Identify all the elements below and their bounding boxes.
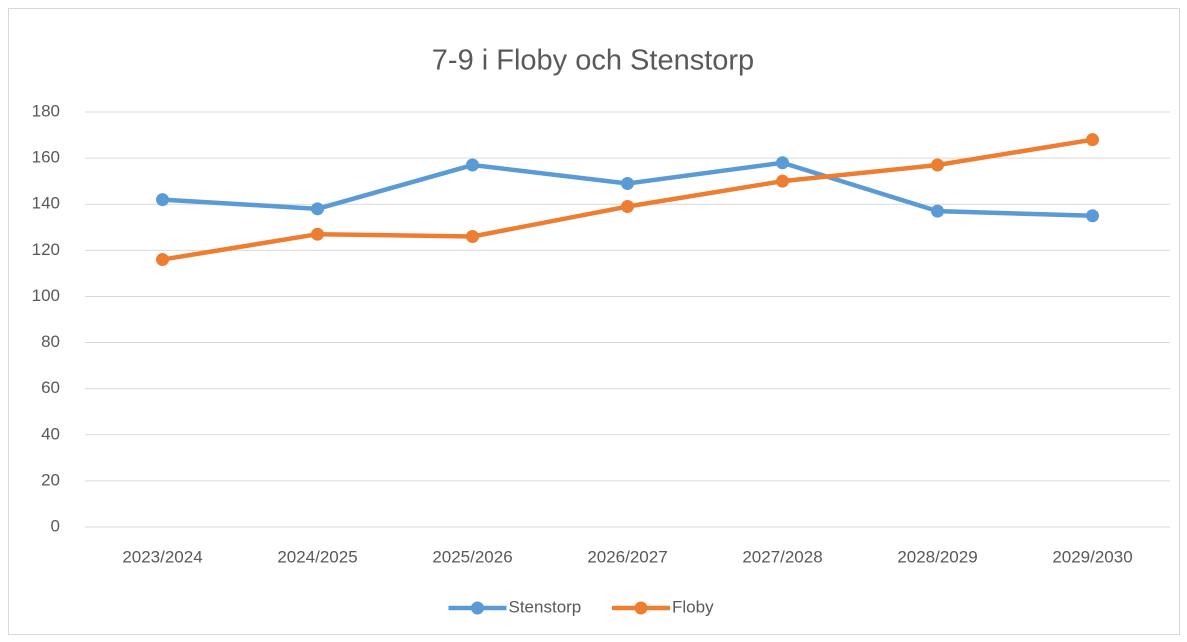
legend-marker [634, 601, 648, 615]
legend-label: Floby [672, 597, 714, 616]
y-tick-label: 0 [51, 516, 60, 535]
y-tick-label: 140 [32, 194, 60, 213]
data-point [776, 156, 789, 170]
y-tick-label: 120 [32, 240, 60, 259]
data-point [621, 176, 634, 190]
legend-label: Stenstorp [509, 597, 582, 616]
data-point [466, 230, 479, 243]
x-tick-label: 2028/2029 [897, 547, 977, 566]
data-point [156, 253, 169, 267]
legend-marker [471, 601, 484, 615]
y-tick-label: 60 [41, 378, 60, 397]
x-tick-label: 2026/2027 [587, 547, 667, 566]
x-tick-label: 2029/2030 [1052, 547, 1132, 566]
y-tick-label: 100 [32, 286, 60, 305]
y-tick-label: 160 [32, 148, 60, 167]
data-point [311, 227, 324, 241]
chart-frame [8, 8, 1180, 635]
x-tick-label: 2025/2026 [432, 547, 512, 566]
x-tick-label: 2023/2024 [122, 547, 202, 566]
y-tick-label: 180 [32, 101, 60, 120]
chart-title: 7-9 i Floby och Stenstorp [432, 45, 754, 77]
data-point [1086, 209, 1099, 223]
y-tick-label: 20 [41, 470, 60, 489]
data-point [156, 193, 169, 207]
data-point [776, 174, 789, 188]
x-tick-label: 2027/2028 [742, 547, 822, 566]
x-tick-label: 2024/2025 [277, 547, 357, 566]
data-point [931, 158, 944, 172]
y-tick-label: 40 [41, 424, 60, 443]
data-point [466, 158, 479, 172]
data-point [1086, 133, 1099, 147]
data-point [621, 200, 634, 214]
data-point [311, 202, 324, 216]
y-tick-label: 80 [41, 332, 60, 351]
data-point [931, 204, 944, 218]
